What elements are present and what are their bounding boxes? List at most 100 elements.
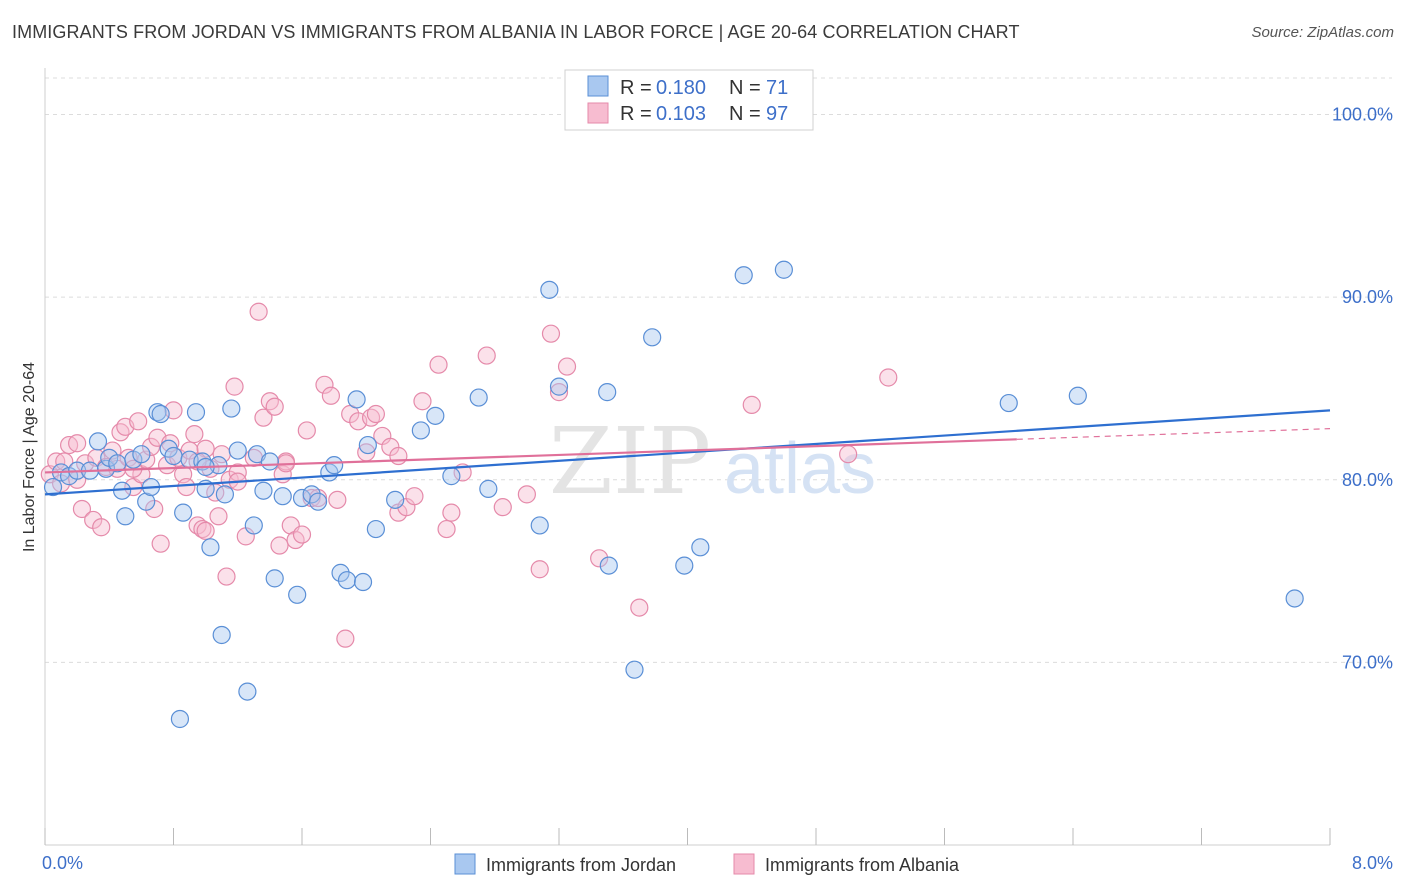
y-tick-label: 80.0% bbox=[1342, 470, 1393, 490]
jordan-point bbox=[353, 572, 373, 592]
jordan-point bbox=[675, 556, 694, 575]
jordan-point bbox=[260, 452, 279, 471]
jordan-point bbox=[331, 563, 350, 582]
albania-point bbox=[297, 421, 316, 440]
stats-n-value-jordan: 71 bbox=[766, 77, 788, 99]
albania-point bbox=[442, 503, 461, 522]
jordan-point bbox=[302, 485, 321, 504]
albania-point bbox=[209, 507, 228, 526]
jordan-point bbox=[88, 432, 108, 451]
legend-swatch-jordan bbox=[454, 853, 476, 875]
albania-point bbox=[129, 412, 148, 431]
jordan-point bbox=[164, 446, 183, 466]
stats-r-label-jordan: R = bbox=[620, 77, 652, 99]
albania-point bbox=[541, 324, 561, 343]
jordan-point bbox=[1068, 386, 1087, 405]
jordan-point bbox=[337, 571, 357, 590]
albania-point bbox=[328, 490, 347, 509]
jordan-point bbox=[599, 556, 618, 575]
albania-point bbox=[55, 452, 74, 471]
albania-point bbox=[249, 302, 268, 321]
albania-trend-line-extension bbox=[1016, 428, 1331, 440]
albania-point bbox=[437, 519, 456, 539]
albania-points bbox=[40, 302, 898, 648]
jordan-point bbox=[288, 585, 307, 604]
albania-point bbox=[315, 375, 334, 394]
jordan-point bbox=[358, 435, 377, 455]
jordan-point bbox=[530, 516, 549, 535]
x-tick-label-max: 8.0% bbox=[1352, 853, 1393, 873]
jordan-point bbox=[244, 516, 263, 535]
albania-point bbox=[185, 425, 204, 444]
jordan-point bbox=[469, 388, 488, 407]
jordan-point bbox=[265, 569, 284, 588]
albania-trend-line bbox=[44, 438, 1017, 474]
albania-point bbox=[879, 368, 898, 387]
albania-point bbox=[366, 404, 385, 424]
jordan-point bbox=[366, 519, 385, 539]
y-tick-label: 90.0% bbox=[1342, 287, 1393, 307]
albania-point bbox=[557, 357, 577, 376]
albania-point bbox=[151, 534, 170, 553]
jordan-point bbox=[132, 445, 151, 464]
jordan-point bbox=[1285, 589, 1304, 608]
jordan-point bbox=[347, 390, 366, 409]
y-tick-label: 70.0% bbox=[1342, 652, 1393, 672]
albania-point bbox=[265, 397, 284, 416]
trend-lines bbox=[44, 409, 1331, 496]
jordan-point bbox=[999, 393, 1018, 413]
albania-point bbox=[405, 487, 424, 506]
jordan-point bbox=[691, 538, 710, 557]
albania-point bbox=[196, 521, 215, 540]
x-ticks bbox=[44, 828, 1331, 845]
stats-legend: R = 0.180 N = 71 R = 0.103 N = 97 bbox=[564, 69, 814, 131]
albania-point bbox=[742, 395, 761, 414]
albania-point bbox=[72, 499, 92, 519]
jordan-point bbox=[151, 404, 170, 424]
jordan-point bbox=[598, 383, 617, 402]
albania-point bbox=[141, 437, 161, 456]
jordan-point bbox=[308, 492, 328, 511]
jordan-point bbox=[222, 399, 241, 418]
jordan-point bbox=[625, 660, 644, 679]
jordan-point bbox=[549, 377, 569, 396]
jordan-point bbox=[116, 507, 135, 526]
jordan-point bbox=[479, 479, 498, 498]
albania-point bbox=[493, 498, 512, 517]
chart-title: IMMIGRANTS FROM JORDAN VS IMMIGRANTS FRO… bbox=[12, 22, 1020, 42]
y-tick-labels: 70.0% 80.0% 90.0% 100.0% bbox=[1332, 105, 1393, 673]
jordan-point bbox=[137, 492, 156, 511]
jordan-point bbox=[643, 328, 662, 347]
legend-label-jordan: Immigrants from Jordan bbox=[486, 855, 676, 875]
stats-r-value-albania: 0.103 bbox=[656, 103, 706, 125]
albania-point bbox=[292, 525, 312, 544]
jordan-point bbox=[386, 490, 405, 509]
jordan-point bbox=[273, 487, 292, 506]
albania-point bbox=[336, 629, 355, 648]
jordan-point bbox=[174, 503, 193, 522]
albania-point bbox=[477, 346, 496, 365]
jordan-point bbox=[774, 260, 793, 279]
jordan-point bbox=[148, 403, 167, 422]
albania-point bbox=[839, 445, 858, 464]
jordan-point bbox=[201, 538, 220, 557]
albania-point bbox=[92, 518, 111, 537]
albania-point bbox=[389, 446, 408, 466]
albania-point bbox=[177, 477, 196, 497]
albania-point bbox=[630, 598, 649, 617]
albania-point bbox=[413, 392, 432, 411]
jordan-point bbox=[170, 709, 190, 729]
stats-n-label-albania: N = bbox=[729, 103, 761, 125]
y-axis-label: In Labor Force | Age 20-64 bbox=[21, 362, 38, 552]
albania-point bbox=[429, 355, 448, 374]
stats-r-value-jordan: 0.180 bbox=[656, 77, 706, 99]
jordan-point bbox=[254, 481, 273, 500]
stats-swatch-jordan bbox=[587, 75, 609, 97]
albania-point bbox=[530, 560, 549, 579]
stats-n-label-jordan: N = bbox=[729, 77, 761, 99]
watermark-zip: ZIP bbox=[549, 408, 711, 515]
x-tick-label-min: 0.0% bbox=[42, 853, 83, 873]
gridlines bbox=[45, 77, 1392, 663]
albania-point bbox=[217, 567, 236, 586]
